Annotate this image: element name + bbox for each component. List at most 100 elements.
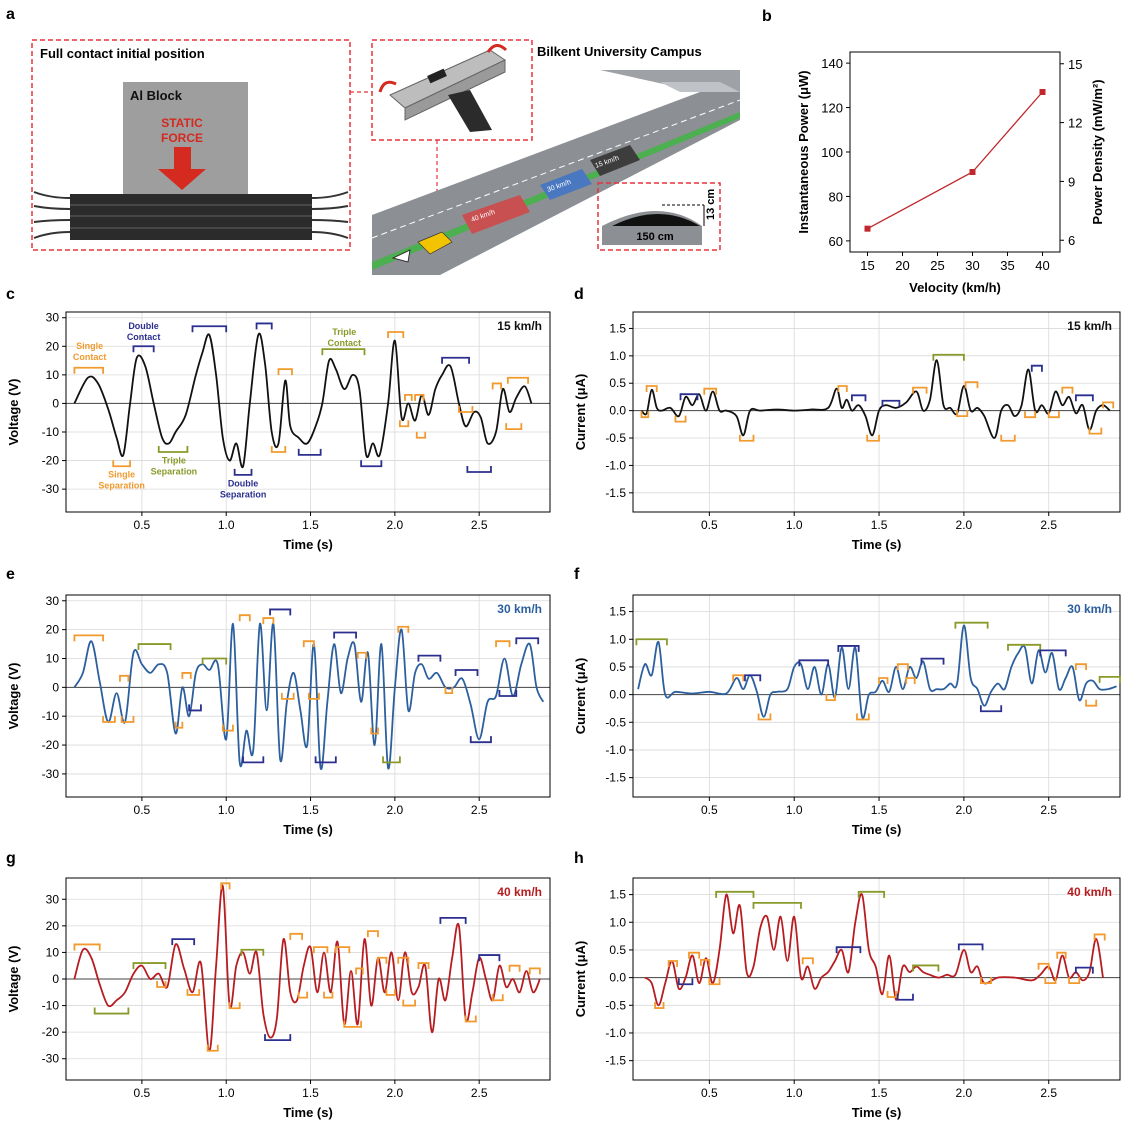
- bracket: [912, 386, 928, 394]
- speed-label: 40 km/h: [497, 885, 542, 899]
- bracket: [270, 446, 287, 453]
- y-axis-label: Instantaneous Power (μW): [796, 70, 811, 233]
- bracket: [404, 393, 413, 401]
- bracket: [466, 466, 492, 473]
- al-block-label: Al Block: [130, 88, 183, 103]
- bracket: [1068, 977, 1081, 985]
- bracket: [801, 957, 814, 965]
- bump-width-label: 150 cm: [636, 231, 674, 243]
- bracket: [233, 468, 253, 476]
- series-line: [73, 622, 545, 771]
- y-tick-label: -0.5: [605, 431, 626, 445]
- y-tick-label: 10: [46, 368, 60, 382]
- bracket: [464, 1015, 477, 1023]
- y-tick-label: 1.0: [609, 632, 626, 646]
- plot-frame: [632, 877, 1121, 1081]
- bracket: [399, 420, 410, 428]
- annotation-double-contact: Contact: [127, 332, 161, 342]
- annotation-triple-contact: Contact: [328, 338, 362, 348]
- x-tick-label: 2.0: [956, 518, 973, 532]
- bracket: [732, 674, 745, 682]
- bracket: [515, 637, 540, 645]
- bracket: [1074, 394, 1094, 402]
- bracket: [979, 977, 992, 985]
- x-tick-label: 0.5: [701, 803, 718, 817]
- bump-height-label: 13 cm: [705, 189, 717, 220]
- x-tick-label: 0.5: [134, 518, 151, 532]
- bracket: [73, 366, 105, 374]
- bracket: [355, 967, 364, 975]
- y-tick-label: 0.5: [609, 943, 626, 957]
- x-tick-label: 1.0: [786, 1086, 803, 1100]
- x-axis-label: Time (s): [283, 1105, 333, 1120]
- bracket: [654, 1002, 665, 1009]
- y-tick-label: 0: [52, 680, 59, 694]
- bracket: [825, 694, 836, 702]
- bracket: [397, 956, 410, 964]
- bracket: [397, 625, 410, 633]
- panel-letter-g: g: [6, 850, 16, 867]
- y-tick-label: 1.5: [609, 888, 626, 902]
- y-tick-label: 10: [46, 945, 60, 959]
- bracket: [188, 704, 202, 712]
- y2-tick-label: 15: [1068, 57, 1082, 72]
- x-tick-label: 1.0: [218, 1086, 235, 1100]
- bracket: [1007, 643, 1042, 651]
- annotation-double-separation: Separation: [220, 489, 267, 499]
- x-tick-label: 2.5: [1040, 1086, 1057, 1100]
- x-tick-label: 1.0: [786, 518, 803, 532]
- x-tick-label: 25: [930, 258, 944, 273]
- annotation-single-contact: Contact: [73, 352, 107, 362]
- bracket: [377, 956, 388, 964]
- y2-tick-label: 12: [1068, 116, 1082, 131]
- panel-letter-e: e: [6, 566, 15, 583]
- bracket: [302, 640, 315, 648]
- bracket: [157, 446, 189, 453]
- y-tick-label: -30: [42, 1052, 60, 1066]
- bracket: [837, 385, 848, 392]
- series-line: [867, 91, 1043, 230]
- bracket: [491, 994, 504, 1002]
- bracket: [137, 643, 172, 651]
- y-tick-label: -1.5: [605, 771, 626, 785]
- annotation-single-separation: Single: [108, 470, 135, 480]
- y-tick-label: 30: [46, 594, 60, 608]
- y-tick-label: -1.5: [605, 1054, 626, 1068]
- bracket: [132, 962, 167, 970]
- x-tick-label: 1.5: [871, 803, 888, 817]
- bracket: [744, 674, 762, 682]
- car-icon: [391, 231, 453, 263]
- annotation-triple-separation: Triple: [162, 455, 186, 465]
- panel-letter-d: d: [574, 286, 584, 303]
- bracket: [757, 713, 772, 721]
- bracket: [323, 991, 334, 999]
- y-tick-label: -20: [42, 454, 60, 468]
- panel-letter-h: h: [574, 850, 584, 867]
- y-tick-label: -1.0: [605, 1026, 626, 1040]
- x-tick-label: 0.5: [134, 1086, 151, 1100]
- y2-tick-label: 6: [1068, 233, 1075, 248]
- bracket: [495, 640, 511, 648]
- bracket: [798, 659, 830, 667]
- y-tick-label: 1.5: [609, 605, 626, 619]
- y-axis-label: Voltage (V): [6, 379, 21, 446]
- y-tick-label: 0: [52, 972, 59, 986]
- series-line: [640, 359, 1111, 439]
- y-tick-label: 1.5: [609, 321, 626, 335]
- bracket: [667, 960, 679, 968]
- bracket: [206, 1044, 219, 1052]
- x-tick-label: 2.5: [471, 518, 488, 532]
- x-tick-label: 35: [1000, 258, 1014, 273]
- bracket: [297, 991, 309, 999]
- bracket: [221, 724, 234, 732]
- annotation-double-separation: Double: [228, 478, 259, 488]
- bracket: [715, 890, 755, 898]
- bracket: [850, 394, 867, 402]
- y-axis-label: Voltage (V): [6, 663, 21, 730]
- bracket: [677, 978, 694, 986]
- x-tick-label: 1.0: [218, 518, 235, 532]
- bracket: [280, 692, 295, 700]
- data-point: [1039, 89, 1046, 95]
- bracket: [102, 715, 116, 723]
- bracket: [262, 617, 275, 625]
